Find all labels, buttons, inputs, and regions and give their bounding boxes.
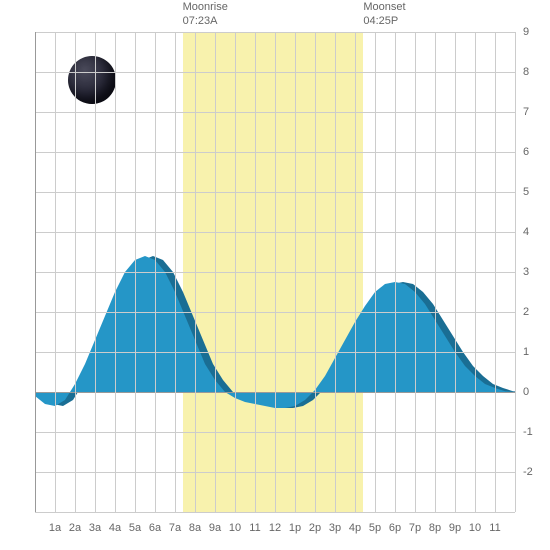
grid-v: [155, 32, 156, 512]
y-tick-label: 0: [523, 386, 529, 398]
y-tick-label: -1: [523, 426, 533, 438]
grid-v: [495, 32, 496, 512]
y-tick-label: 8: [523, 66, 529, 78]
grid-v: [235, 32, 236, 512]
grid-v: [55, 32, 56, 512]
grid-v: [475, 32, 476, 512]
grid-v: [95, 32, 96, 512]
y-tick-label: 3: [523, 266, 529, 278]
x-tick-label: 5p: [369, 522, 381, 534]
grid-v: [255, 32, 256, 512]
x-tick-label: 5a: [129, 522, 141, 534]
x-tick-label: 10: [469, 522, 481, 534]
grid-v: [295, 32, 296, 512]
grid-v: [275, 32, 276, 512]
x-tick-label: 7p: [409, 522, 421, 534]
y-tick-label: 6: [523, 146, 529, 158]
grid-v: [515, 32, 516, 512]
y-tick-label: 9: [523, 26, 529, 38]
moonrise-text: Moonrise: [183, 0, 228, 14]
grid-v: [375, 32, 376, 512]
plot-area: [35, 32, 515, 512]
grid-v: [455, 32, 456, 512]
grid-v: [195, 32, 196, 512]
x-tick-label: 12: [269, 522, 281, 534]
y-tick-label: -2: [523, 466, 533, 478]
x-tick-label: 11: [249, 522, 260, 534]
x-tick-label: 4p: [349, 522, 361, 534]
y-tick-label: 7: [523, 106, 529, 118]
grid-v: [215, 32, 216, 512]
grid-v: [115, 32, 116, 512]
x-tick-label: 6p: [389, 522, 401, 534]
grid-v: [415, 32, 416, 512]
grid-v: [75, 32, 76, 512]
x-tick-label: 9p: [449, 522, 461, 534]
x-tick-label: 1a: [49, 522, 61, 534]
y-tick-label: 1: [523, 346, 529, 358]
moonrise-time: 07:23A: [183, 14, 228, 28]
x-tick-label: 10: [229, 522, 241, 534]
grid-v: [315, 32, 316, 512]
x-tick-label: 2p: [309, 522, 321, 534]
x-tick-label: 11: [489, 522, 500, 534]
grid-v: [335, 32, 336, 512]
y-tick-label: 4: [523, 226, 529, 238]
grid-v: [175, 32, 176, 512]
grid-v: [395, 32, 396, 512]
grid-h: [35, 512, 515, 513]
tide-chart: Moonrise 07:23A Moonset 04:25P 9 8 7 6 5 4 3 2 1…: [0, 0, 550, 550]
x-tick-label: 4a: [109, 522, 121, 534]
x-tick-label: 8a: [189, 522, 201, 534]
x-tick-label: 3p: [329, 522, 341, 534]
x-tick-label: 7a: [169, 522, 181, 534]
y-tick-label: 5: [523, 186, 529, 198]
moonset-text: Moonset: [363, 0, 405, 14]
x-tick-label: 1p: [289, 522, 301, 534]
grid-v: [355, 32, 356, 512]
x-tick-label: 9a: [209, 522, 221, 534]
x-tick-label: 2a: [69, 522, 81, 534]
moonset-time: 04:25P: [363, 14, 405, 28]
x-tick-label: 3a: [89, 522, 101, 534]
grid-v: [35, 32, 36, 512]
moonrise-label: Moonrise 07:23A: [183, 0, 228, 29]
grid-v: [435, 32, 436, 512]
grid-v: [135, 32, 136, 512]
y-tick-label: 2: [523, 306, 529, 318]
x-tick-label: 8p: [429, 522, 441, 534]
moonset-label: Moonset 04:25P: [363, 0, 405, 29]
x-tick-label: 6a: [149, 522, 161, 534]
